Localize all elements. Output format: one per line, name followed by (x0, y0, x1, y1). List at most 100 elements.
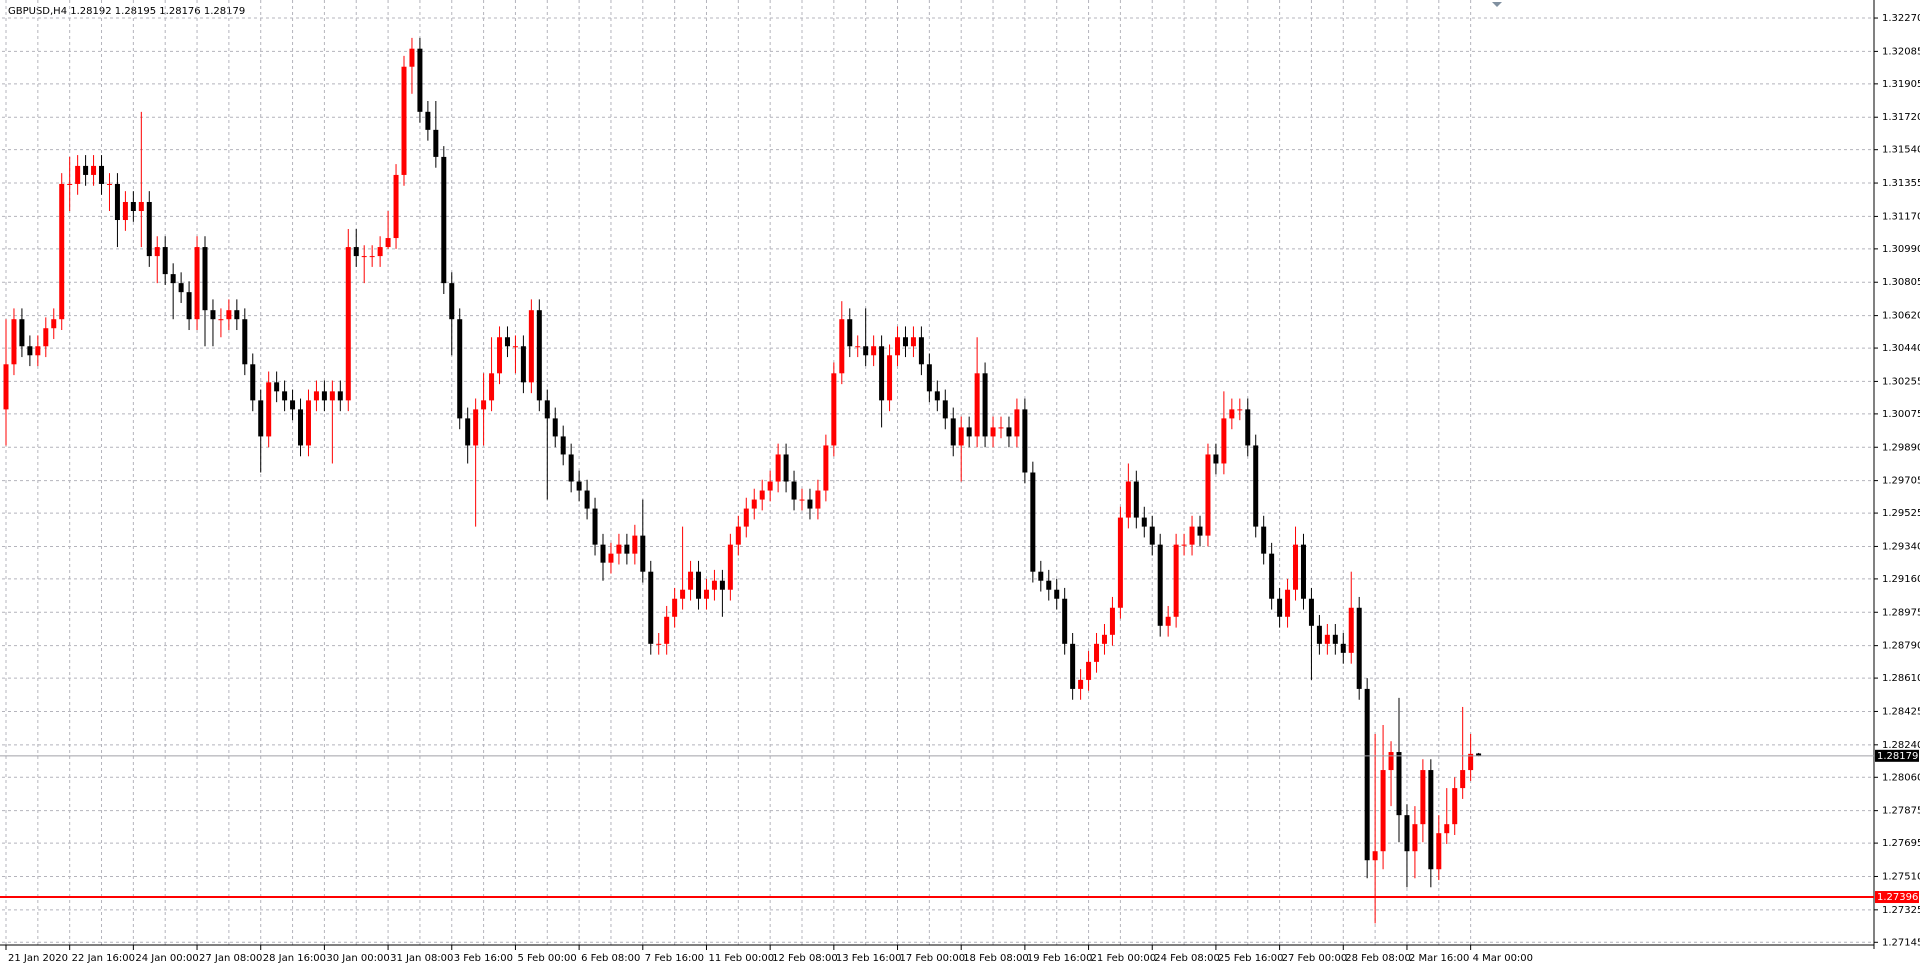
y-tick-label: 1.32270 (1882, 13, 1920, 24)
candle-body (839, 319, 845, 374)
candle-body (664, 616, 670, 644)
candle-body (353, 247, 359, 257)
y-tick-label: 1.28240 (1882, 740, 1920, 751)
candle-body (871, 346, 877, 356)
candle-body (743, 508, 749, 527)
candle-body (114, 183, 120, 221)
y-tick-label: 1.29525 (1882, 508, 1920, 519)
candle-body (528, 310, 534, 383)
x-tick-label: 31 Jan 08:00 (390, 953, 453, 964)
candle-body (1372, 851, 1378, 861)
y-tick-label: 1.30620 (1882, 311, 1920, 322)
y-tick-label: 1.27145 (1882, 937, 1920, 948)
candle-body (138, 201, 144, 212)
candle-body (998, 427, 1004, 429)
y-tick-label: 1.30075 (1882, 409, 1920, 420)
x-tick-label: 6 Feb 08:00 (581, 953, 640, 964)
candle-body (910, 337, 916, 347)
candle-body (258, 400, 264, 437)
candle-body (425, 111, 431, 130)
candle-body (170, 274, 176, 284)
candle-body (616, 544, 622, 554)
candle-body (441, 156, 447, 284)
candle-body (106, 183, 112, 185)
x-tick-label: 17 Feb 00:00 (900, 953, 966, 964)
candle-body (122, 201, 128, 221)
candle-body (711, 580, 717, 590)
candle-body (1269, 553, 1275, 599)
candle-body (313, 391, 319, 401)
chart-title: GBPUSD,H4 1.28192 1.28195 1.28176 1.2817… (8, 6, 245, 17)
candle-body (1197, 526, 1203, 536)
candle-body (1125, 481, 1131, 518)
candle-body (600, 544, 606, 563)
candle-body (918, 337, 924, 365)
candle-body (1436, 833, 1442, 870)
candle-body (1380, 770, 1386, 852)
candle-body (497, 337, 503, 374)
candle-body (43, 328, 49, 347)
y-tick-label: 1.28975 (1882, 607, 1920, 618)
candle-body (19, 319, 25, 347)
candle-body (1030, 472, 1036, 572)
candle-body (202, 247, 208, 311)
candle-body (305, 400, 311, 446)
candle-body (1277, 598, 1283, 617)
candle-body (91, 165, 97, 175)
candle-body (337, 391, 343, 401)
candle-body (218, 319, 224, 321)
candle-body (282, 391, 288, 401)
y-tick-label: 1.31540 (1882, 145, 1920, 156)
candle-body (409, 48, 415, 67)
x-tick-label: 12 Feb 08:00 (772, 953, 838, 964)
candle-body (1213, 454, 1219, 464)
candle-body (290, 400, 296, 410)
price-label: 1.28179 (1877, 751, 1918, 762)
candle-body (512, 346, 518, 348)
candle-body (1149, 526, 1155, 545)
y-tick-label: 1.30255 (1882, 376, 1920, 387)
candle-body (27, 346, 33, 356)
x-tick-label: 11 Feb 00:00 (708, 953, 774, 964)
candle-body (1189, 526, 1195, 545)
candle-body (162, 247, 168, 275)
candle-body (242, 319, 248, 365)
candle-body (226, 310, 232, 320)
candle-body (1452, 788, 1458, 825)
candle-body (1293, 544, 1299, 590)
candle-body (584, 490, 590, 509)
candle-body (847, 319, 853, 347)
candle-body (696, 571, 702, 599)
candle-body (1404, 815, 1410, 852)
candle-body (186, 292, 192, 320)
candle-body (1237, 409, 1243, 411)
candle-body (1014, 409, 1020, 437)
candle-body (1253, 445, 1259, 527)
candle-body (1054, 589, 1060, 599)
candle-body (831, 373, 837, 446)
candle-body (727, 544, 733, 590)
candle-body (719, 580, 725, 590)
candle-body (735, 526, 741, 545)
x-tick-label: 25 Feb 16:00 (1218, 953, 1284, 964)
candle-body (377, 247, 383, 257)
candle-body (902, 337, 908, 347)
candle-body (75, 165, 81, 184)
y-tick-label: 1.30440 (1882, 343, 1920, 354)
y-tick-label: 1.28790 (1882, 641, 1920, 652)
candle-body (401, 66, 407, 175)
x-tick-label: 18 Feb 08:00 (963, 953, 1029, 964)
candle-body (895, 337, 901, 356)
candle-body (1428, 770, 1434, 870)
candle-body (234, 310, 240, 320)
y-tick-label: 1.27325 (1882, 905, 1920, 916)
candle-body (1038, 571, 1044, 581)
x-tick-label: 21 Feb 00:00 (1091, 953, 1157, 964)
x-tick-label: 4 Mar 00:00 (1473, 953, 1533, 964)
candle-body (1332, 634, 1338, 644)
y-tick-label: 1.27875 (1882, 806, 1920, 817)
y-tick-label: 1.29890 (1882, 442, 1920, 453)
candle-body (926, 364, 932, 392)
candle-body (1308, 598, 1314, 626)
candle-body (656, 643, 662, 645)
